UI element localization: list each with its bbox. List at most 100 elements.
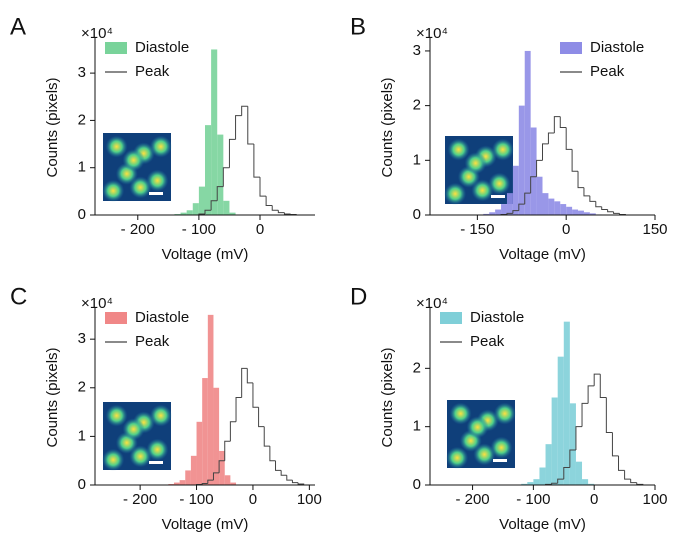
hist-step [280,470,287,476]
y-tick-label: 0 [413,476,421,493]
x-tick-label: 0 [562,221,570,238]
hist-bar [185,470,191,485]
hist-step [286,475,293,481]
hist-bar [501,204,507,215]
legend-swatch [105,312,127,324]
y-tick-label: 2 [413,97,421,114]
inset-cell [466,416,489,439]
panel-label: C [10,283,27,310]
inset-cell [444,182,467,205]
hist-bar [483,213,490,215]
hist-step [547,132,555,144]
hist-step [630,479,637,484]
hist-bar [536,176,543,215]
x-tick-label: 100 [642,491,667,508]
hist-step [216,186,224,201]
hist-step [587,385,595,404]
hist-bar [506,193,513,215]
hist-bar [179,480,186,485]
hist-bar [554,201,561,215]
y-axis-label: Counts (pixels) [44,77,61,177]
inset-cell [146,169,169,192]
hist-step [259,177,267,197]
hist-step [201,483,208,485]
x-axis-label: Voltage (mV) [162,246,249,263]
hist-bar [196,421,203,485]
hist-step [618,455,625,471]
inset-cell [447,138,470,161]
hist-bar [190,455,197,485]
hist-step [253,144,260,178]
hist-step [265,196,273,207]
hist-bar [539,467,546,485]
legend-label: Peak [135,63,170,80]
hist-bar [578,210,584,215]
hist-step [277,210,285,214]
hist-step [241,105,248,116]
hist-bar [192,203,199,215]
inset-cell [446,446,469,469]
hist-step [271,205,279,211]
hist-step [241,367,248,398]
y-multiplier: ×10⁴ [81,25,113,42]
hist-bar [530,127,537,215]
scale-bar [493,459,507,462]
x-tick-label: - 200 [123,491,157,508]
inset-cell [149,135,172,158]
hist-step [291,480,299,484]
panel-label: B [350,13,366,40]
x-tick-label: 0 [249,491,257,508]
hist-bar [224,475,231,485]
hist-step [605,397,613,433]
hist-bar [495,209,502,215]
legend-label: Peak [590,63,625,80]
hist-bar [230,482,237,485]
hist-step [607,209,614,213]
y-tick-label: 0 [413,206,421,223]
hist-step [224,440,231,461]
hist-bar [588,483,595,485]
inset-cell [471,179,494,202]
inset-cell [488,172,511,195]
hist-bar [524,50,531,215]
hist-bar [202,378,208,485]
legend-label: Diastole [590,39,644,56]
legend-label: Diastole [135,39,189,56]
inset-cell [102,179,125,202]
hist-step [575,426,583,450]
legend-label: Diastole [135,309,189,326]
hist-step [518,203,525,211]
x-tick-label: - 150 [460,221,494,238]
inset-cell [129,176,152,199]
hist-bar [512,165,519,215]
y-multiplier: ×10⁴ [81,295,113,312]
scale-bar [149,461,163,464]
hist-step [212,472,220,481]
hist-step [542,143,549,161]
legend-label: Peak [135,333,170,350]
inset-cell [105,404,128,427]
y-multiplier: ×10⁴ [416,295,448,312]
hist-step [235,397,242,422]
hist-step [593,373,601,386]
hist-bar [548,198,555,215]
y-tick-label: 1 [413,151,421,168]
hist-bar [213,387,220,485]
y-tick-label: 1 [413,418,421,435]
hist-step [512,210,519,214]
hist-bar [566,206,573,215]
legend-label: Peak [470,333,505,350]
hist-step [569,449,576,468]
hist-step [624,470,631,480]
panel-label: A [10,13,26,40]
hist-bar [560,204,567,215]
y-multiplier: ×10⁴ [416,25,448,42]
inset-cell [105,135,128,158]
hist-step [530,176,537,194]
hist-bar [521,483,528,485]
panel-label: D [350,283,367,310]
y-axis-label: Counts (pixels) [379,77,396,177]
hist-bar [223,200,230,215]
x-tick-label: - 100 [516,491,550,508]
